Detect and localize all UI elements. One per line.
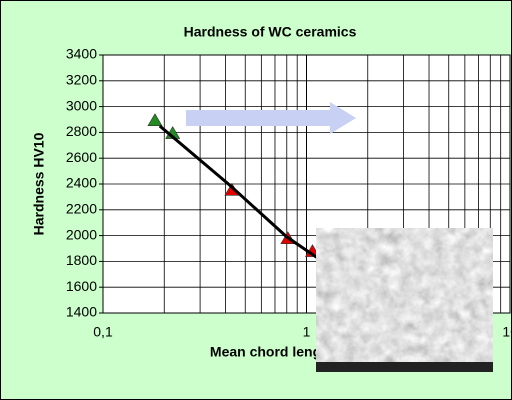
y-tick-label: 3000 (66, 97, 97, 113)
y-tick-label: 2000 (66, 226, 97, 242)
micrograph (316, 228, 493, 372)
x-tick-label: 10 (502, 324, 512, 340)
y-tick-label: 3200 (66, 72, 97, 88)
y-tick-label: 1400 (66, 304, 97, 320)
y-tick-label: 1600 (66, 278, 97, 294)
x-tick-label: 1 (303, 324, 311, 340)
micrograph-bar (316, 362, 493, 372)
x-tick-label: 0,1 (93, 324, 113, 340)
y-tick-label: 2200 (66, 201, 97, 217)
chart-title: Hardness of WC ceramics (184, 24, 357, 40)
y-axis-label: Hardness HV10 (31, 132, 47, 235)
y-tick-label: 3400 (66, 46, 97, 62)
y-tick-label: 1800 (66, 252, 97, 268)
y-tick-label: 2600 (66, 149, 97, 165)
y-tick-label: 2400 (66, 175, 97, 191)
chart: Hardness of WC ceramics Hardness HV10 Me… (0, 0, 512, 400)
y-tick-label: 2800 (66, 123, 97, 139)
